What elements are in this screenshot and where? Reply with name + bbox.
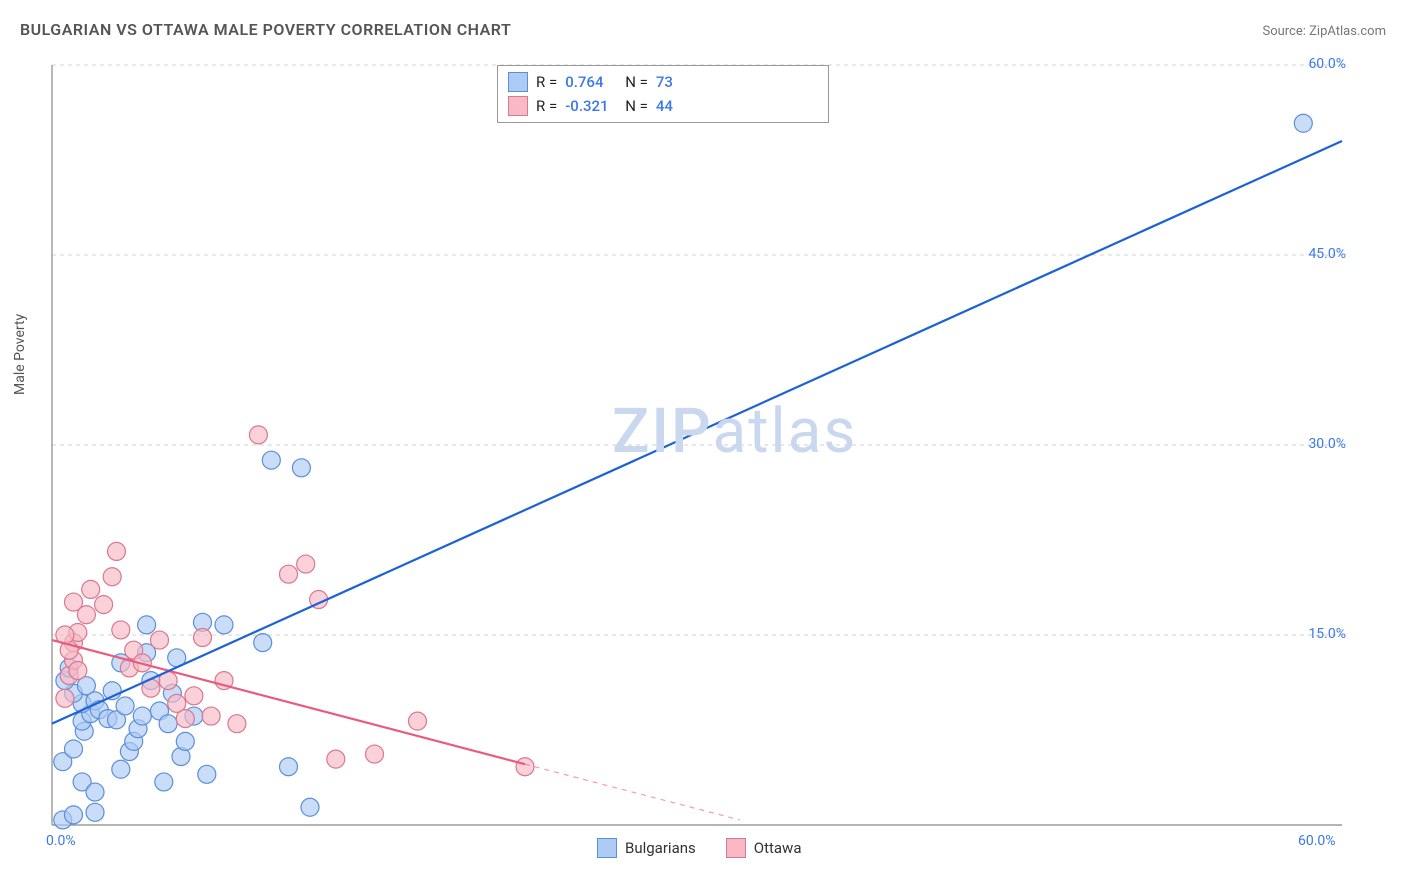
scatter-point [95, 596, 113, 614]
y-tick-label: 30.0% [1308, 436, 1346, 452]
scatter-point [249, 426, 267, 444]
scatter-point [65, 806, 83, 824]
scatter-point [185, 687, 203, 705]
scatter-point [116, 697, 134, 715]
n-label: N = [625, 97, 648, 115]
scatter-point [202, 707, 220, 725]
scatter-point [228, 715, 246, 733]
bulgarians-regression-line [52, 141, 1342, 724]
scatter-point [155, 773, 173, 791]
scatter-point [516, 758, 534, 776]
scatter-point [133, 707, 151, 725]
scatter-point [327, 750, 345, 768]
n-label: N = [625, 73, 648, 91]
scatter-point [112, 621, 130, 639]
y-tick-label: 15.0% [1308, 626, 1346, 642]
scatter-point [254, 634, 272, 652]
stats-legend-box: R = 0.764 N = 73 R = -0.321 N = 44 [497, 65, 829, 123]
scatter-point [108, 542, 126, 560]
ottawa-regression-dashed [525, 764, 740, 820]
stats-row: R = -0.321 N = 44 [508, 94, 818, 118]
legend-item: Bulgarians [597, 838, 696, 858]
r-value: 0.764 [565, 73, 617, 91]
scatter-point [82, 580, 100, 598]
series-legend: Bulgarians Ottawa [597, 838, 802, 858]
scatter-point [292, 459, 310, 477]
scatter-point [366, 745, 384, 763]
series-swatch [508, 72, 528, 92]
scatter-point [65, 740, 83, 758]
scatter-point [176, 710, 194, 728]
r-value: -0.321 [565, 97, 617, 115]
y-tick-label: 60.0% [1308, 56, 1346, 72]
scatter-point [297, 555, 315, 573]
scatter-point [176, 732, 194, 750]
scatter-point [215, 616, 233, 634]
legend-item: Ottawa [726, 838, 802, 858]
series-swatch [508, 96, 528, 116]
scatter-point [262, 451, 280, 469]
scatter-point [1294, 114, 1312, 132]
source-prefix: Source: [1262, 24, 1309, 39]
n-value: 73 [656, 73, 673, 91]
y-axis-label: Male Poverty [12, 314, 28, 395]
scatter-point [159, 715, 177, 733]
scatter-point [69, 661, 87, 679]
scatter-point [280, 758, 298, 776]
x-max-label: 60.0% [1298, 833, 1336, 849]
scatter-point [86, 783, 104, 801]
scatter-point [56, 689, 74, 707]
r-label: R = [536, 97, 557, 115]
legend-label: Ottawa [754, 839, 802, 857]
y-tick-label: 45.0% [1308, 246, 1346, 262]
scatter-point [65, 593, 83, 611]
header: BULGARIAN VS OTTAWA MALE POVERTY CORRELA… [20, 20, 1386, 39]
scatter-point [280, 565, 298, 583]
legend-label: Bulgarians [625, 839, 696, 857]
scatter-point [138, 616, 156, 634]
x-min-label: 0.0% [46, 833, 76, 849]
source-label: Source: ZipAtlas.com [1262, 24, 1386, 39]
scatter-point [112, 760, 130, 778]
r-label: R = [536, 73, 557, 91]
scatter-point [86, 803, 104, 821]
chart-container: Male Poverty ZIPatlas R =0.764N =73R =-0… [42, 55, 1362, 855]
stats-row: R = 0.764 N = 73 [508, 70, 818, 94]
legend-swatch [597, 838, 617, 858]
chart-title: BULGARIAN VS OTTAWA MALE POVERTY CORRELA… [20, 20, 511, 39]
scatter-point [103, 568, 121, 586]
scatter-point [194, 629, 212, 647]
source-name: ZipAtlas.com [1309, 24, 1386, 39]
scatter-plot [42, 55, 1362, 855]
n-value: 44 [656, 97, 673, 115]
scatter-point [151, 631, 169, 649]
scatter-point [409, 712, 427, 730]
scatter-point [301, 798, 319, 816]
legend-swatch [726, 838, 746, 858]
scatter-point [198, 765, 216, 783]
